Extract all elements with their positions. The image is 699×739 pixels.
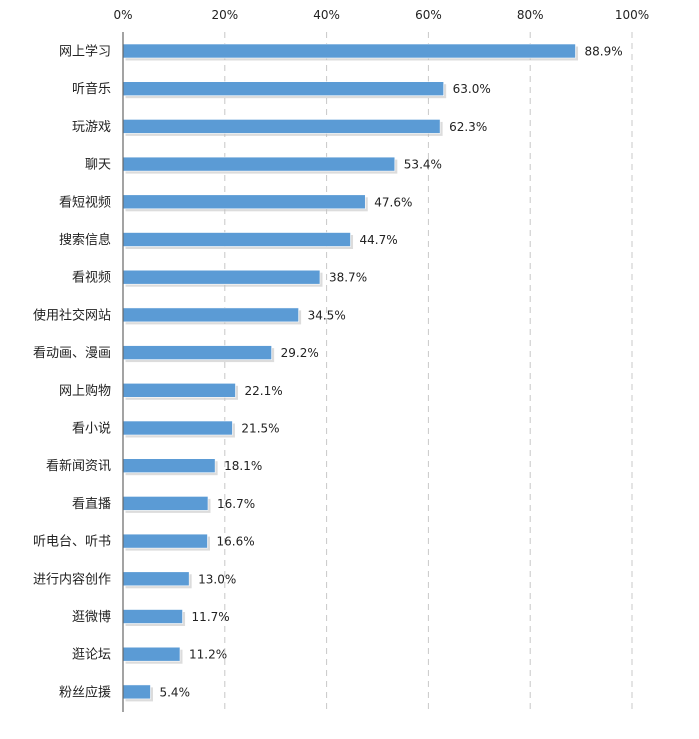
data-label: 34.5%: [308, 308, 346, 322]
category-label: 看视频: [72, 270, 111, 286]
bar: [122, 119, 441, 134]
category-label: 使用社交网站: [33, 307, 111, 323]
category-label: 看新闻资讯: [46, 458, 111, 474]
bar: [122, 269, 321, 285]
bar: [122, 533, 208, 549]
x-tick-label: 0%: [113, 8, 132, 22]
bar: [122, 609, 183, 624]
data-label: 47.6%: [374, 195, 412, 209]
data-label: 21.5%: [241, 422, 279, 436]
data-label: 44.7%: [360, 233, 398, 247]
data-label: 22.1%: [244, 384, 282, 398]
category-label: 看动画、漫画: [33, 345, 111, 361]
category-label: 聊天: [85, 158, 111, 173]
bar: [122, 345, 272, 360]
data-label: 16.6%: [216, 535, 254, 549]
x-tick-label: 100%: [615, 8, 649, 22]
category-label: 粉丝应援: [59, 684, 111, 700]
bar: [122, 571, 190, 587]
bar: [122, 382, 236, 398]
category-label: 玩游戏: [72, 120, 111, 135]
bar: [122, 194, 366, 210]
category-label: 网上学习: [59, 44, 111, 60]
x-tick-label: 20%: [211, 8, 238, 22]
bar: [122, 420, 233, 436]
bar: [122, 684, 151, 700]
bar: [122, 458, 216, 474]
category-label: 逛论坛: [72, 648, 111, 663]
data-label: 29.2%: [281, 346, 319, 360]
x-axis-ticks: 0% 20% 40% 60% 80% 100%: [113, 8, 649, 22]
grid-lines: [224, 32, 633, 712]
x-tick-label: 80%: [517, 8, 544, 22]
bar: [122, 307, 299, 323]
data-label: 53.4%: [404, 158, 442, 172]
data-label: 11.2%: [189, 648, 227, 662]
category-label: 进行内容创作: [33, 571, 111, 587]
category-label: 听电台、听书: [33, 535, 111, 550]
category-labels: 网上学习听音乐玩游戏聊天看短视频搜索信息看视频使用社交网站看动画、漫画网上购物看…: [33, 44, 111, 701]
data-label: 88.9%: [585, 45, 623, 59]
category-label: 逛微博: [72, 610, 111, 625]
x-tick-label: 40%: [313, 8, 340, 22]
data-label: 38.7%: [329, 271, 367, 285]
bar: [122, 81, 444, 96]
category-label: 看小说: [72, 421, 111, 437]
category-label: 看短视频: [59, 194, 111, 210]
bar: [122, 496, 209, 511]
category-label: 看直播: [72, 496, 111, 512]
data-label: 11.7%: [192, 610, 230, 624]
data-label: 13.0%: [198, 572, 236, 586]
bar: [122, 232, 351, 247]
value-labels: 88.9% 63.0% 62.3% 53.4% 47.6% 44.7% 38.7% 34.5%…: [159, 45, 622, 700]
data-label: 16.7%: [217, 497, 255, 511]
category-label: 网上购物: [59, 383, 111, 399]
x-tick-label: 60%: [415, 8, 442, 22]
category-label: 听音乐: [72, 81, 111, 97]
bar: [122, 646, 181, 662]
data-label: 63.0%: [453, 82, 491, 96]
category-label: 搜索信息: [59, 232, 111, 248]
data-label: 18.1%: [224, 459, 262, 473]
bar: [122, 43, 576, 59]
data-label: 5.4%: [159, 685, 190, 699]
bar: [122, 156, 396, 172]
bars: [122, 43, 579, 702]
data-label: 62.3%: [449, 120, 487, 134]
